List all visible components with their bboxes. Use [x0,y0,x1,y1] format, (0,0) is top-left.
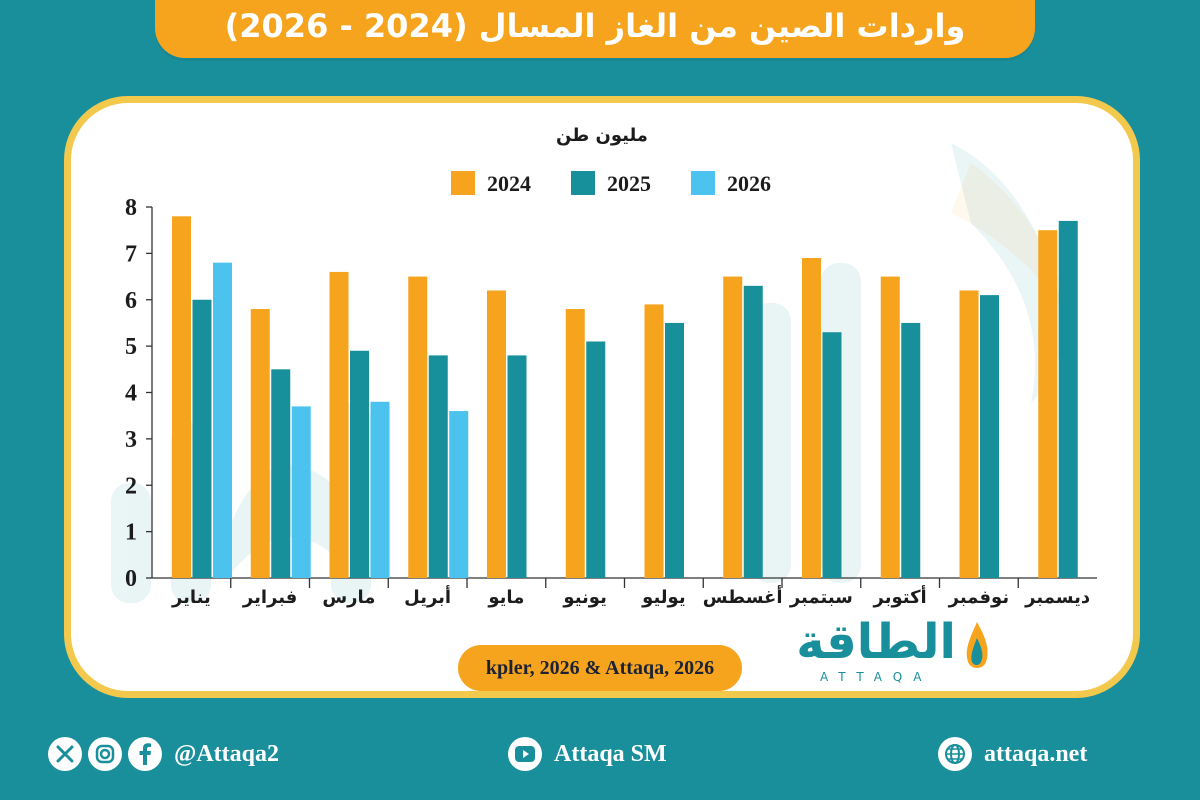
bar-2025 [1058,220,1078,578]
bar-2024 [250,309,270,578]
y-tick-label: 6 [125,288,137,314]
x-tick-label: ديسمبر [1024,587,1090,608]
bar-2024 [565,309,585,578]
x-icon[interactable] [48,737,82,771]
x-tick-label: يناير [171,587,211,608]
bar-2026 [291,406,311,578]
legend-label-2026: 2026 [727,171,771,196]
legend-swatch-2024 [451,171,475,195]
social-links: @Attaqa2 [48,734,279,774]
x-tick-label: أكتوبر [873,585,927,608]
bar-2025 [350,350,369,578]
youtube-channel[interactable]: Attaqa SM [554,740,667,767]
bar-2024 [644,304,664,578]
y-tick-label: 7 [125,241,137,267]
y-axis-unit-label: مليون طن [556,125,648,146]
x-tick-label: يونيو [562,587,606,608]
chart-card: 0 1 2 3 4 5 6 7 8 مليون طن 2024 2025 2026 يناير فبراير… [64,96,1140,698]
instagram-icon[interactable] [88,737,122,771]
legend-label-2025: 2025 [607,171,651,196]
bar-2024 [487,290,506,578]
bar-2025 [507,355,527,578]
y-tick-label: 8 [125,195,137,221]
flame-drop-icon [966,622,988,668]
globe-icon[interactable] [938,737,972,771]
facebook-icon[interactable] [128,737,162,771]
y-tick-label: 2 [125,473,137,499]
bar-2025 [428,355,448,578]
bar-2025 [586,341,606,578]
brand-name-english: ATTAQA [820,670,933,684]
bar-2024 [959,290,979,578]
x-tick-label: يوليو [641,587,685,608]
x-tick-label: أبريل [404,585,451,608]
bar-2025 [192,299,212,578]
y-tick-label: 1 [125,520,137,546]
bar-2024 [1038,230,1058,578]
bar-2026 [370,401,390,578]
bar-2024 [723,276,743,578]
bar-2025 [743,285,763,578]
social-handle[interactable]: @Attaqa2 [174,740,279,767]
bar-2024 [802,258,821,578]
x-tick-label: سبتمبر [789,587,853,608]
bar-2024 [408,276,428,578]
legend-swatch-2026 [691,171,715,195]
y-tick-label: 0 [125,566,137,592]
bar-chart: 0 1 2 3 4 5 6 7 8 مليون طن 2024 2025 2026 يناير فبراير… [125,125,1097,608]
brand-logo: الطاقة ATTAQA [796,614,996,692]
x-tick-label: أغسطس [703,585,783,608]
bar-2024 [172,216,191,578]
title-banner: واردات الصين من الغاز المسال (2024 - 202… [155,0,1035,58]
website-link[interactable]: attaqa.net [938,734,1087,774]
source-label: kpler, 2026 & Attaqa, 2026 [458,645,742,691]
youtube-icon[interactable] [508,737,542,771]
x-tick-label: مايو [487,587,524,608]
bar-2026 [213,262,232,578]
bar-2025 [822,332,842,578]
youtube-link[interactable]: Attaqa SM [508,734,667,774]
bar-2025 [901,322,921,578]
bar-2025 [665,322,684,578]
website-url[interactable]: attaqa.net [984,740,1088,767]
legend-label-2024: 2024 [487,171,531,196]
y-tick-label: 4 [125,381,137,407]
y-tick-label: 3 [125,427,137,453]
bar-2025 [980,295,999,578]
bar-2024 [329,271,349,578]
brand-name-arabic: الطاقة [796,614,956,670]
chart-title: واردات الصين من الغاز المسال (2024 - 202… [224,7,966,45]
y-tick-label: 5 [125,334,137,360]
x-tick-label: فبراير [242,587,297,608]
bar-2025 [271,369,291,578]
x-tick-label: مارس [322,587,375,608]
legend-swatch-2025 [571,171,595,195]
bar-2026 [449,411,469,578]
bar-2024 [880,276,900,578]
x-tick-label: نوفمبر [948,587,1009,608]
